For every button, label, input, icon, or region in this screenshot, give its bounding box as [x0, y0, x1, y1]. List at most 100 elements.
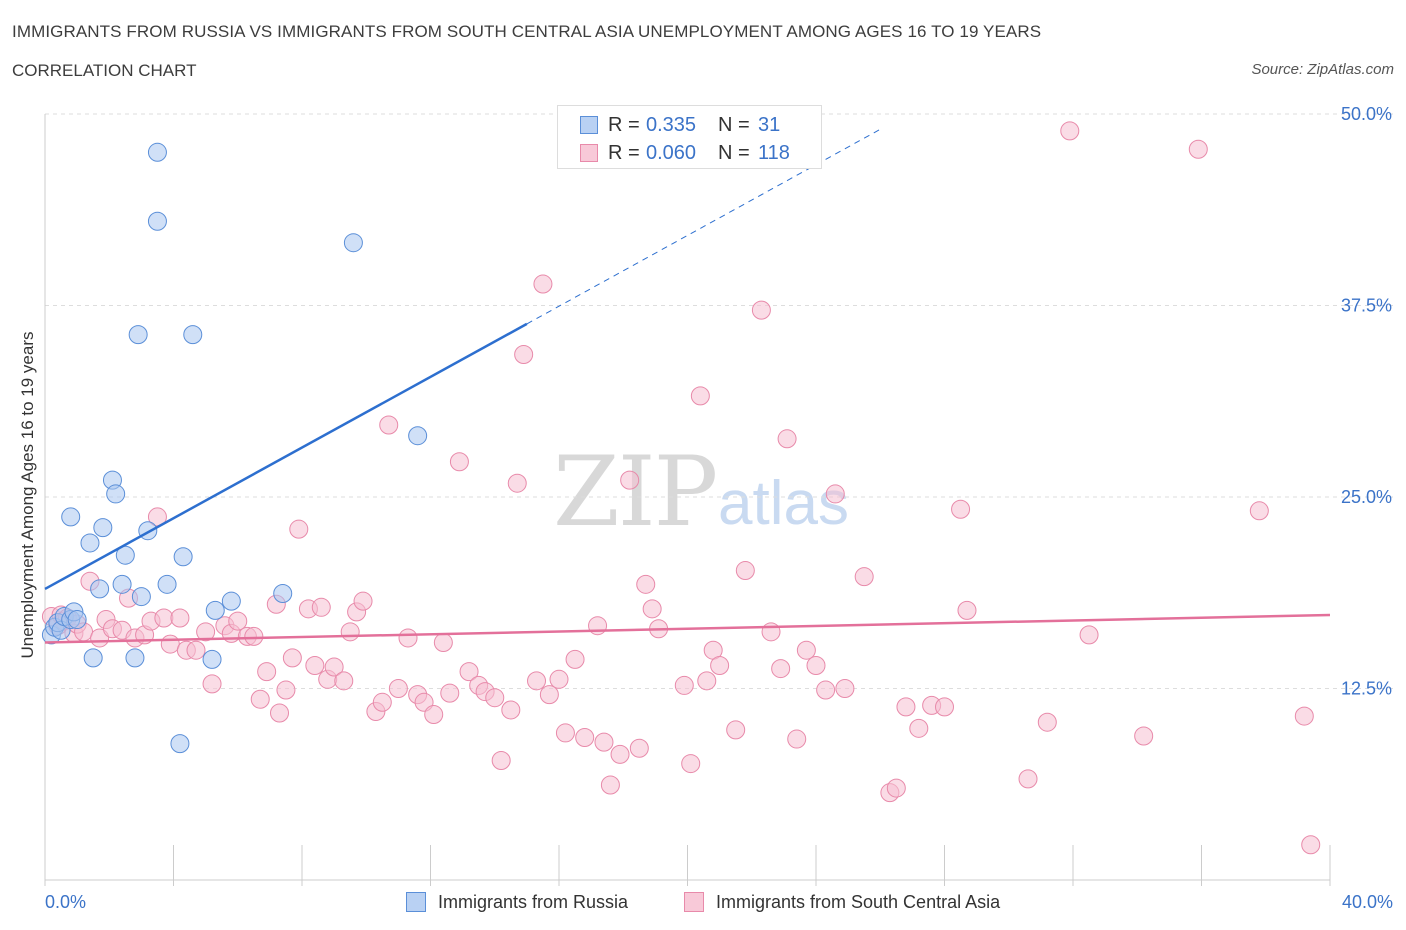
data-point-russia: [93, 518, 113, 538]
y-tick-label: 12.5%: [1341, 679, 1392, 699]
data-point-asia: [202, 674, 222, 694]
data-point-asia: [514, 345, 534, 365]
data-point-asia: [305, 656, 325, 676]
legend-n-value-asia: 118: [758, 141, 790, 164]
data-point-asia: [170, 608, 190, 628]
series-south-central-asia-points: [41, 121, 1321, 855]
data-point-asia: [398, 628, 418, 648]
data-point-asia: [957, 600, 977, 620]
data-point-russia: [106, 484, 126, 504]
data-point-asia: [501, 700, 521, 720]
data-point-asia: [549, 669, 569, 689]
gridlines: [45, 113, 1396, 689]
legend-n-label: N =: [718, 113, 750, 136]
watermark-zip: ZIP: [553, 436, 718, 548]
data-point-russia: [157, 574, 177, 594]
legend-row-asia: R = 0.060 N = 118: [580, 141, 790, 165]
data-point-asia: [186, 640, 206, 660]
x-tick-label: 0.0%: [45, 892, 86, 912]
data-point-asia: [440, 683, 460, 703]
data-point-asia: [896, 697, 916, 717]
data-point-asia: [311, 597, 331, 617]
data-point-russia: [125, 648, 145, 668]
data-point-asia: [761, 622, 781, 642]
bottom-legend-label-asia: Immigrants from South Central Asia: [716, 891, 1001, 912]
bottom-legend-swatch-russia: [406, 892, 426, 912]
data-point-asia: [250, 689, 270, 709]
data-point-asia: [835, 679, 855, 698]
legend-n-value-russia: 31: [758, 113, 781, 136]
data-point-asia: [379, 415, 399, 435]
legend-r-label: R =: [608, 141, 640, 164]
data-point-russia: [173, 547, 193, 567]
data-point-asia: [1079, 625, 1099, 645]
data-point-russia: [183, 325, 203, 345]
legend-swatch-russia: [580, 116, 598, 134]
data-point-asia: [154, 608, 174, 628]
source-label: Source: ZipAtlas.com: [1251, 61, 1394, 78]
data-point-asia: [539, 685, 559, 705]
trend-line-asia: [44, 613, 1331, 644]
data-point-asia: [642, 599, 662, 619]
legend-swatch-asia: [580, 144, 598, 162]
data-point-russia: [67, 610, 87, 630]
data-point-asia: [1301, 835, 1321, 855]
data-point-asia: [935, 697, 954, 717]
data-point-russia: [115, 545, 135, 565]
data-point-asia: [710, 656, 730, 676]
data-point-asia: [196, 622, 216, 642]
data-point-asia: [353, 591, 373, 611]
y-tick-label: 50.0%: [1341, 104, 1392, 124]
data-point-asia: [449, 452, 469, 472]
data-point-asia: [610, 744, 630, 764]
data-point-asia: [816, 680, 836, 700]
data-point-asia: [324, 657, 344, 677]
chart-subtitle: CORRELATION CHART: [12, 61, 197, 80]
legend-r-value-russia: 0.335: [646, 113, 697, 136]
y-tick-label: 37.5%: [1341, 296, 1392, 316]
data-point-asia: [459, 662, 479, 682]
data-point-asia: [726, 720, 746, 740]
data-point-russia: [147, 142, 167, 162]
data-point-asia: [433, 633, 453, 653]
data-point-russia: [90, 579, 110, 599]
legend-r-label: R =: [608, 113, 640, 136]
bottom-legend-asia: Immigrants from South Central Asia: [684, 890, 1000, 914]
data-point-asia: [527, 671, 547, 691]
legend-row-russia: R = 0.335 N = 31: [580, 113, 780, 137]
data-point-russia: [343, 233, 363, 253]
data-point-asia: [555, 723, 575, 743]
data-point-asia: [825, 484, 845, 504]
data-point-russia: [205, 600, 225, 620]
watermark-atlas: atlas: [718, 469, 849, 538]
data-point-russia: [61, 507, 81, 527]
data-point-asia: [951, 499, 971, 519]
bottom-legend-label-russia: Immigrants from Russia: [438, 891, 629, 912]
data-point-asia: [289, 519, 309, 539]
tick-labels: 12.5% 25.0% 37.5% 50.0% 0.0% 40.0%: [45, 104, 1393, 912]
data-point-asia: [244, 626, 264, 646]
data-point-asia: [1037, 712, 1057, 732]
data-point-asia: [697, 671, 717, 691]
data-point-asia: [424, 705, 444, 725]
data-point-asia: [372, 692, 392, 712]
data-point-asia: [909, 718, 929, 738]
data-point-asia: [600, 775, 620, 795]
trend-lines: [44, 128, 1331, 644]
data-point-asia: [1294, 706, 1314, 726]
data-point-asia: [270, 703, 290, 723]
axes: [44, 114, 1331, 886]
data-point-asia: [565, 649, 585, 669]
data-point-asia: [1060, 121, 1080, 141]
data-point-russia: [83, 648, 103, 668]
y-tick-label: 25.0%: [1341, 487, 1392, 507]
data-point-russia: [112, 574, 132, 594]
data-point-asia: [485, 688, 505, 708]
data-point-asia: [620, 470, 640, 490]
data-point-asia: [491, 751, 511, 771]
data-point-russia: [80, 533, 100, 553]
bottom-legend-swatch-asia: [684, 892, 704, 912]
data-point-asia: [533, 274, 553, 294]
data-point-asia: [575, 728, 595, 748]
